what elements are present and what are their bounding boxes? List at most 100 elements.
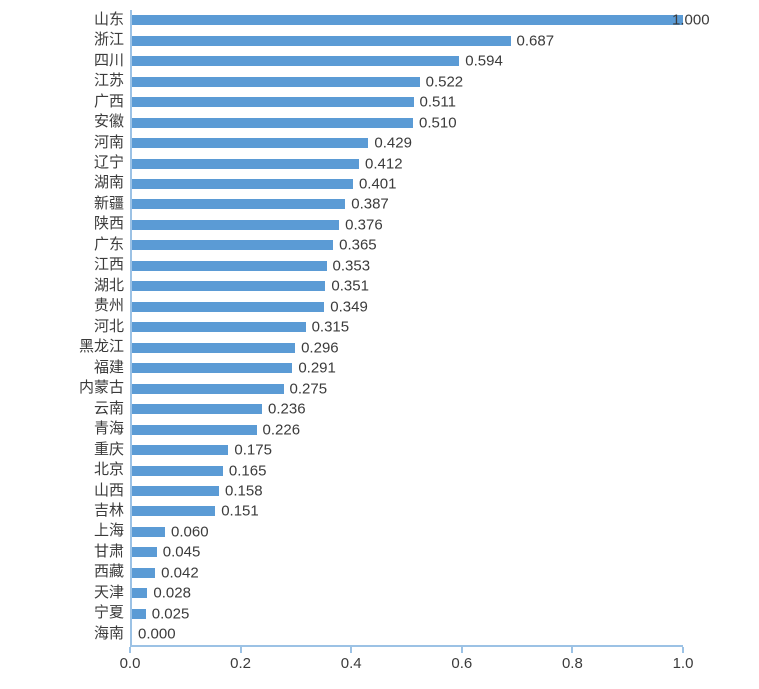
bar — [132, 342, 296, 353]
category-label: 山西 — [93, 482, 124, 499]
value-label: 1.000 — [672, 11, 710, 29]
bar-track: 0.376 — [130, 214, 683, 236]
value-label: 0.175 — [234, 441, 272, 459]
value-label: 0.522 — [425, 73, 464, 91]
x-axis-tick-label: 0.6 — [451, 655, 473, 672]
value-label: 0.365 — [339, 236, 377, 254]
bar — [132, 35, 511, 46]
category-label: 福建 — [93, 359, 124, 376]
category-label: 湖南 — [93, 175, 124, 192]
bar-row: 西藏 0.042 — [0, 562, 683, 584]
value-label: 0.412 — [365, 155, 403, 173]
bar-row: 天津 0.028 — [0, 583, 683, 604]
bar-row: 海南 0.000 — [0, 624, 683, 645]
x-axis: 0.0 0.2 0.4 0.6 0.8 1.0 — [120, 645, 693, 677]
x-axis-tick-label: 0.4 — [340, 655, 362, 672]
value-label: 0.025 — [151, 605, 190, 623]
bar-row: 湖北 0.351 — [0, 276, 683, 297]
bar — [132, 322, 306, 333]
value-label: 0.429 — [374, 134, 412, 152]
bar-row: 云南 0.236 — [0, 398, 683, 420]
bar-row: 上海 0.060 — [0, 521, 683, 543]
bar-row: 广西 0.511 — [0, 91, 683, 113]
bar-row: 辽宁 0.412 — [0, 153, 683, 174]
bar — [132, 178, 353, 189]
bar — [132, 138, 369, 149]
bar-track: 0.351 — [130, 276, 683, 297]
value-label: 0.165 — [228, 462, 267, 480]
bar-track: 0.510 — [130, 112, 683, 133]
category-label: 海南 — [93, 625, 124, 642]
bar-row: 江西 0.353 — [0, 255, 683, 277]
bar-track: 0.151 — [130, 501, 683, 522]
bar-track: 0.296 — [130, 337, 683, 358]
category-label: 湖北 — [93, 277, 124, 294]
value-label: 0.401 — [358, 175, 397, 193]
bar-row: 新疆 0.387 — [0, 194, 683, 215]
value-label: 0.060 — [171, 523, 209, 541]
bar — [132, 219, 340, 230]
bar-track: 0.511 — [130, 91, 683, 113]
value-label: 0.045 — [162, 543, 201, 561]
bar-row: 黑龙江 0.296 — [0, 337, 683, 358]
category-label: 河南 — [93, 134, 124, 151]
bar-track: 0.060 — [130, 521, 683, 543]
value-label: 0.296 — [301, 339, 339, 357]
bar-row: 江苏 0.522 — [0, 71, 683, 92]
category-label: 云南 — [93, 400, 124, 417]
x-axis-tick-label: 0.8 — [561, 655, 583, 672]
value-label: 0.028 — [153, 584, 191, 602]
value-label: 0.158 — [225, 482, 263, 500]
category-label: 辽宁 — [93, 155, 124, 172]
bar-row: 河北 0.315 — [0, 317, 683, 338]
category-label: 新疆 — [93, 195, 124, 212]
bar-track: 0.594 — [130, 50, 683, 72]
bar — [132, 56, 460, 67]
bar — [132, 240, 334, 251]
category-label: 黑龙江 — [78, 339, 124, 356]
bar-row: 安徽 0.510 — [0, 112, 683, 133]
bar-row: 甘肃 0.045 — [0, 542, 683, 563]
bar-track: 0.365 — [130, 235, 683, 256]
bar — [132, 97, 414, 108]
bar-track: 0.429 — [130, 132, 683, 154]
bar-track: 0.025 — [130, 603, 683, 625]
bar-track: 0.349 — [130, 296, 683, 318]
value-label: 0.376 — [345, 216, 383, 234]
category-label: 安徽 — [93, 114, 124, 131]
value-label: 0.511 — [419, 93, 456, 111]
category-label: 甘肃 — [93, 543, 124, 560]
category-label: 青海 — [93, 421, 124, 438]
bar-track: 0.315 — [130, 317, 683, 338]
x-axis-tick — [239, 647, 242, 653]
x-axis-tick — [682, 647, 684, 653]
bar-track: 0.687 — [130, 30, 683, 51]
category-label: 四川 — [93, 52, 124, 69]
value-label: 0.151 — [221, 502, 259, 520]
category-label: 西藏 — [93, 564, 124, 581]
bar-track: 0.353 — [130, 255, 683, 277]
value-label: 0.275 — [289, 380, 328, 398]
bar-track: 0.522 — [130, 71, 683, 92]
category-label: 江西 — [93, 257, 124, 274]
bar-row: 福建 0.291 — [0, 357, 683, 379]
value-label: 0.349 — [330, 298, 368, 316]
bar-row: 陕西 0.376 — [0, 214, 683, 236]
bar-track: 0.401 — [130, 173, 683, 195]
bar — [132, 15, 683, 26]
value-label: 0.594 — [465, 52, 503, 70]
category-label: 山东 — [93, 11, 124, 28]
bar — [132, 445, 229, 456]
value-label: 0.387 — [351, 195, 389, 213]
category-label: 浙江 — [93, 32, 124, 49]
category-label: 上海 — [93, 523, 124, 540]
category-label: 贵州 — [93, 298, 124, 315]
bar — [132, 465, 223, 476]
x-axis-tick — [460, 647, 463, 653]
x-axis-tick — [129, 647, 131, 653]
bar — [132, 424, 257, 435]
bar-row: 青海 0.226 — [0, 419, 683, 440]
bar-track: 0.000 — [130, 624, 683, 645]
bar-track: 0.042 — [130, 562, 683, 584]
